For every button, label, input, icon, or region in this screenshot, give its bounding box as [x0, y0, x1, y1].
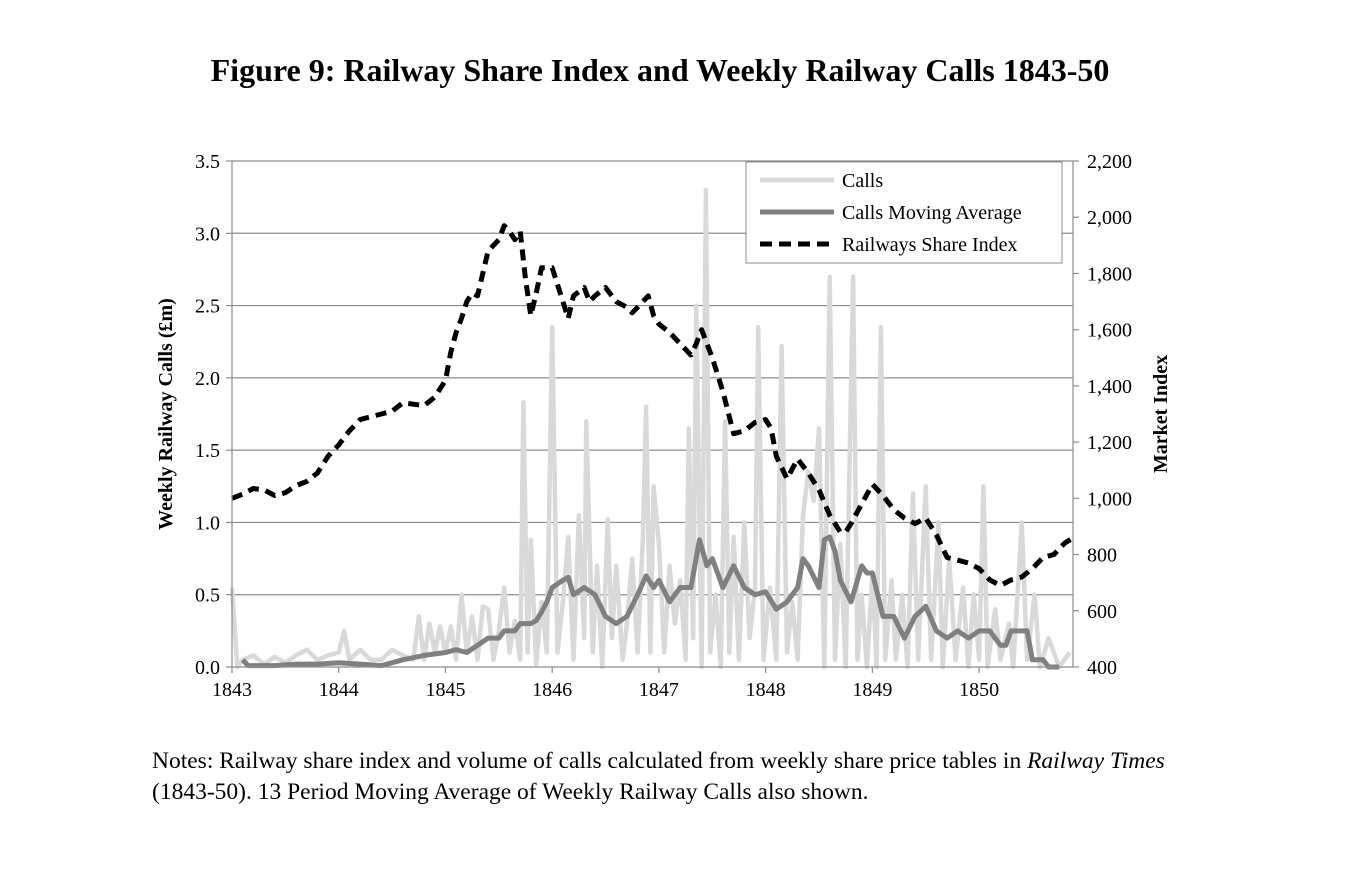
- axes: [226, 160, 1079, 673]
- share-index-line: [231, 223, 1075, 588]
- notes-italic-railway-times: Railway Times: [1027, 748, 1165, 774]
- y-tick-label: 2.0: [195, 368, 220, 390]
- x-tick-label: 1847: [639, 679, 679, 701]
- x-tick-label: 1845: [425, 679, 465, 701]
- x-tick-label: 1843: [212, 679, 252, 701]
- y2-tick-label: 2,200: [1087, 151, 1132, 173]
- x-tick-label: 1849: [852, 679, 892, 701]
- y2-tick-label: 400: [1087, 657, 1117, 679]
- x-tick-label: 1850: [959, 679, 999, 701]
- legend-label-moving-average: Calls Moving Average: [842, 202, 1022, 224]
- legend-label-share-index: Railways Share Index: [842, 234, 1018, 256]
- y-tick-label: 0.5: [195, 585, 220, 607]
- y-tick-label: 1.0: [195, 512, 220, 534]
- y-tick-label: 3.0: [195, 223, 220, 245]
- y2-tick-label: 2,000: [1087, 207, 1132, 229]
- y2-tick-label: 1,600: [1087, 320, 1132, 342]
- figure-notes: Notes: Railway share index and volume of…: [152, 746, 1212, 808]
- y2-tick-label: 600: [1087, 601, 1117, 623]
- calls-line: [229, 187, 1072, 670]
- moving-average-line: [240, 534, 1060, 670]
- y-tick-label: 0.0: [195, 657, 220, 679]
- legend: Calls Calls Moving Average Railways Shar…: [745, 161, 1063, 264]
- y-tick-label: 3.5: [195, 151, 220, 173]
- y2-tick-label: 1,400: [1087, 376, 1132, 398]
- tick-labels: 0.0 0.5 1.0 1.5 2.0 2.5 3.0 3.5 400 600 800 1,000 1,…: [195, 151, 1132, 701]
- notes-text-2: (1843-50). 13 Period Moving Average of W…: [152, 779, 869, 805]
- y2-tick-label: 800: [1087, 545, 1117, 567]
- y-axis-label: Weekly Railway Calls (£m): [155, 298, 177, 530]
- share-index-series: [231, 223, 1075, 588]
- y2-tick-label: 1,800: [1087, 263, 1132, 285]
- x-tick-label: 1846: [532, 679, 572, 701]
- x-tick-label: 1848: [746, 679, 786, 701]
- y-tick-label: 2.5: [195, 296, 220, 318]
- legend-label-calls: Calls: [842, 170, 883, 192]
- y-tick-label: 1.5: [195, 440, 220, 462]
- x-tick-label: 1844: [319, 679, 359, 701]
- notes-text-1: Notes: Railway share index and volume of…: [152, 748, 1028, 774]
- moving-average-series: [240, 534, 1060, 670]
- chart-svg: 0.0 0.5 1.0 1.5 2.0 2.5 3.0 3.5 400 600 800 1,000 1,…: [155, 151, 1172, 701]
- calls-series: [229, 187, 1072, 670]
- y2-tick-label: 1,000: [1087, 488, 1132, 510]
- y2-axis-label: Market Index: [1150, 355, 1172, 473]
- chart-title: Figure 9: Railway Share Index and Weekly…: [210, 52, 1110, 88]
- y2-tick-label: 1,200: [1087, 432, 1132, 454]
